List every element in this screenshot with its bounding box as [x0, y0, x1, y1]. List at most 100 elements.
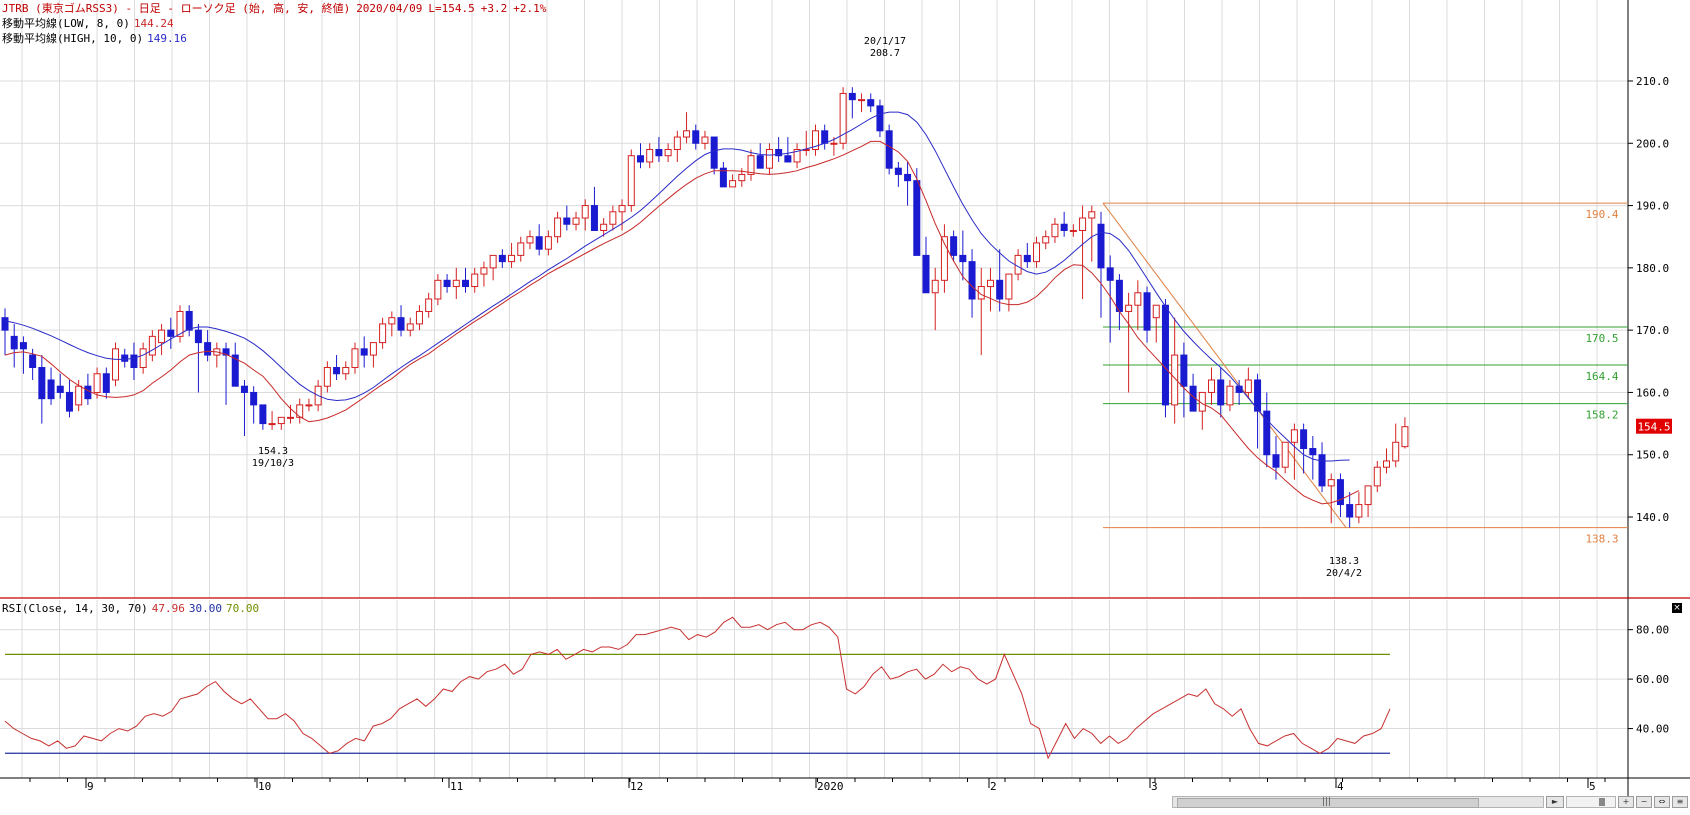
candle-body-bearish [904, 173, 912, 182]
candle-body-bullish [351, 348, 359, 369]
x-axis-month-label: 12 [630, 780, 643, 793]
candle-body-bearish [185, 310, 193, 331]
price-header: JTRB (東京ゴムRSS3) - 日足 - ローソク足 (始, 高, 安, 終… [2, 2, 552, 16]
candle-body-bearish [950, 236, 958, 256]
rsi-value: 47.96 [151, 602, 185, 615]
fibonacci-level-label: 190.4 [1585, 208, 1618, 221]
candle-body-bearish [1097, 223, 1105, 269]
rsi-label: RSI(Close, 14, 30, 70) [2, 602, 148, 615]
candle-body-bullish [452, 279, 460, 288]
last-price-badge [1636, 418, 1672, 434]
candle-body-bullish [701, 136, 709, 144]
candle-body-bullish [406, 323, 414, 331]
ma-high-line [4, 111, 1350, 462]
zoom-slider[interactable] [1566, 796, 1616, 808]
candle-body-bearish [1263, 410, 1271, 456]
candle-body-bullish [1171, 354, 1179, 406]
high-annotation-date: 20/1/17 [864, 36, 906, 47]
candle-body-bullish [277, 416, 285, 425]
candle-body-bearish [1309, 448, 1317, 456]
candle-body-bullish [793, 149, 801, 163]
zoom-fit-icon[interactable]: ⇔ [1654, 796, 1670, 808]
candle-body-bearish [1254, 379, 1262, 412]
candle-body-bearish [1, 317, 9, 331]
candle-body-bearish [38, 367, 46, 400]
candle-body-bearish [19, 342, 27, 350]
candle-body-bullish [747, 155, 755, 175]
zoom-in-icon[interactable]: + [1618, 796, 1634, 808]
candle-body-bearish [56, 385, 64, 393]
zoom-out-icon[interactable]: − [1636, 796, 1652, 808]
candle-body-bullish [305, 404, 313, 407]
candle-body-bearish [47, 379, 55, 400]
zoom-slider-knob[interactable] [1599, 798, 1605, 806]
header-last-price: L=154.5 [428, 2, 475, 15]
candle-body-bullish [1327, 479, 1335, 487]
rsi-axis-tick-label: 80.00 [1636, 624, 1669, 637]
candle-body-bullish [342, 367, 350, 375]
scrollbar-grip-icon: ||| [1322, 797, 1332, 807]
scroll-right-button[interactable]: ► [1546, 796, 1564, 808]
candle-body-bullish [489, 254, 497, 269]
candle-body-bearish [894, 167, 902, 175]
candle-body-bearish [821, 130, 829, 144]
candle-body-bearish [885, 130, 893, 169]
candle-body-bearish [397, 317, 405, 331]
ma-low-value: 144.24 [133, 17, 174, 30]
rsi-upper: 70.00 [225, 602, 260, 615]
rsi-axis-tick-label: 60.00 [1636, 673, 1669, 686]
candle-body-bullish [1208, 379, 1216, 393]
last-price-label: 154.5 [1637, 421, 1670, 434]
candle-body-bearish [29, 354, 37, 369]
ma-low-legend: 移動平均線(LOW, 8, 0) 144.24 [2, 17, 180, 31]
candle-body-bearish [167, 329, 175, 337]
y-axis-tick-label: 200.0 [1636, 137, 1669, 150]
ma-low-label: 移動平均線(LOW, 8, 0) [2, 17, 130, 30]
candle-body-bearish [240, 385, 248, 393]
x-axis-month-label: 11 [450, 780, 463, 793]
high-annotation-value: 208.7 [870, 48, 900, 59]
candle-body-bullish [1088, 211, 1096, 219]
candle-body-bullish [554, 217, 562, 238]
horizontal-scrollbar[interactable]: ||| [1172, 796, 1544, 808]
candle-body-bullish [1042, 236, 1050, 244]
candle-body-bearish [1300, 429, 1308, 449]
candle-body-bullish [1134, 292, 1142, 306]
candle-body-bullish [1281, 441, 1289, 468]
candle-body-bearish [121, 354, 129, 362]
candle-body-bearish [102, 373, 110, 393]
y-axis-tick-label: 160.0 [1636, 386, 1669, 399]
low-annotation-value: 138.3 [1329, 556, 1359, 567]
fibonacci-level-label: 158.2 [1585, 409, 1618, 422]
candle-body-bullish [526, 236, 534, 244]
candle-body-bearish [84, 385, 92, 400]
candle-body-bearish [1272, 454, 1280, 468]
candle-body-bullish [379, 323, 387, 344]
candle-body-bullish [287, 416, 295, 419]
candle-body-bullish [296, 404, 304, 418]
scrollbar-thumb[interactable]: ||| [1177, 797, 1479, 808]
symbol-title: JTRB (東京ゴムRSS3) - 日足 - ローソク足 (始, 高, 安, 終… [2, 2, 351, 15]
candle-body-bullish [646, 149, 654, 163]
x-axis-month-label: 10 [258, 780, 271, 793]
candle-body-bearish [692, 130, 700, 144]
x-axis-month-label: 2020 [817, 780, 844, 793]
candle-body-bullish [1401, 426, 1409, 448]
candle-body-bearish [535, 236, 543, 250]
candle-body-bearish [194, 329, 202, 344]
candle-body-bearish [710, 136, 718, 169]
candle-body-bullish [1373, 466, 1381, 487]
x-axis-month-label: 3 [1151, 780, 1158, 793]
zoom-reset-icon[interactable]: ≡ [1672, 796, 1688, 808]
candle-body-bearish [1023, 254, 1031, 263]
candle-body-bullish [673, 136, 681, 151]
candle-body-bullish [609, 211, 617, 225]
candle-body-bullish [1364, 485, 1372, 506]
candle-body-bullish [268, 423, 276, 426]
candle-body-bullish [544, 236, 552, 250]
close-rsi-panel-icon[interactable]: × [1672, 603, 1682, 613]
candle-body-bullish [508, 254, 516, 263]
candle-body-bullish [627, 155, 635, 207]
